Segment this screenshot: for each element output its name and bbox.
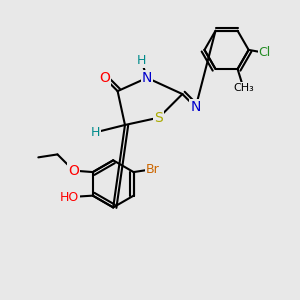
Text: HO: HO: [60, 190, 79, 204]
Text: Br: Br: [146, 163, 160, 176]
Text: H: H: [91, 126, 100, 139]
Text: O: O: [99, 71, 110, 85]
Text: O: O: [68, 164, 79, 178]
Text: Cl: Cl: [259, 46, 271, 59]
Text: H: H: [136, 54, 146, 67]
Text: CH₃: CH₃: [233, 83, 254, 93]
Text: N: N: [142, 71, 152, 85]
Text: N: N: [190, 100, 201, 114]
Text: S: S: [154, 111, 163, 124]
